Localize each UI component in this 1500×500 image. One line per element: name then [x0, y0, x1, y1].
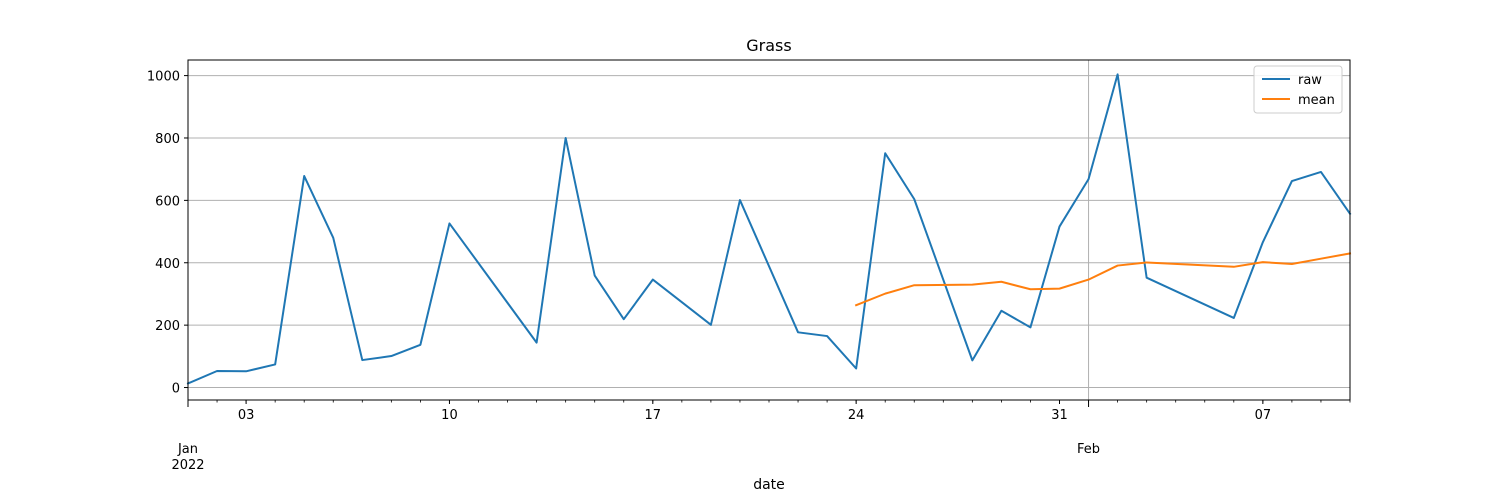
x-tick-label: 31: [1051, 408, 1068, 423]
x-major-sublabel: 2022: [171, 458, 204, 473]
y-tick-label: 0: [172, 382, 180, 397]
x-tick-label: 07: [1255, 408, 1272, 423]
legend-box: [1253, 65, 1343, 114]
x-axis-label: date: [753, 477, 785, 493]
x-tick-label: 24: [848, 408, 865, 423]
series-line-mean: [854, 252, 1352, 307]
legend-label-mean: mean: [1298, 93, 1335, 108]
x-tick-label: 17: [645, 408, 662, 423]
y-tick-label: 200: [155, 319, 180, 334]
series-lines: [186, 73, 1352, 385]
series-line-raw: [186, 73, 1352, 385]
x-tick-label: 10: [441, 408, 458, 423]
y-tick-label: 400: [155, 257, 180, 272]
legend: raw mean: [1253, 65, 1343, 114]
grid: [188, 60, 1350, 400]
y-tick-label: 800: [155, 132, 180, 147]
x-major-label: Feb: [1077, 442, 1100, 457]
plot-frame: [187, 59, 1351, 401]
x-major-label: Jan: [177, 442, 198, 457]
legend-label-raw: raw: [1298, 73, 1322, 88]
y-tick-label: 600: [155, 194, 180, 209]
x-tick-label: 03: [238, 408, 255, 423]
chart-title: Grass: [746, 36, 791, 55]
y-tick-label: 1000: [147, 70, 180, 85]
y-axis: 0 200 400 600 800 1000: [147, 70, 188, 397]
